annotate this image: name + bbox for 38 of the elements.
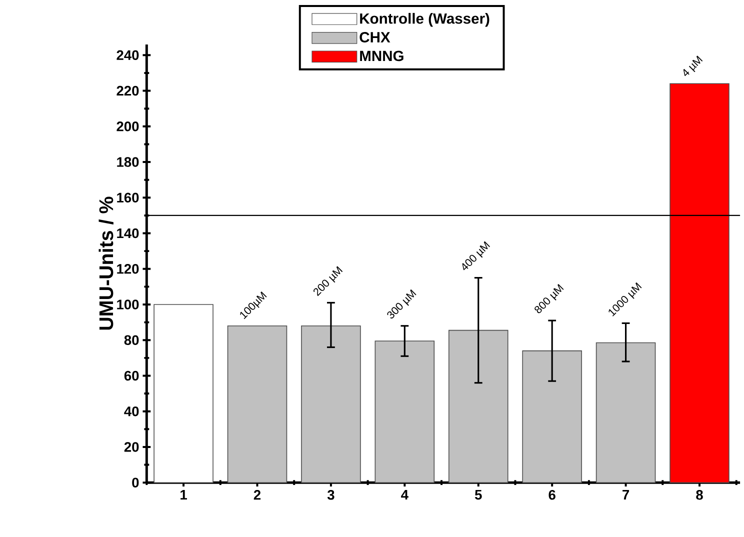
y-tick-label: 120 [117, 264, 139, 274]
x-tick-label: 4 [401, 490, 408, 500]
y-tick-label: 80 [124, 335, 139, 346]
legend-label: Kontrolle (Wasser) [360, 12, 490, 27]
bar [227, 325, 288, 483]
bar [301, 325, 361, 483]
x-tick-label: 3 [327, 490, 334, 500]
y-tick-label: 160 [117, 192, 139, 203]
annotation: 300 µM [387, 289, 416, 319]
x-tick-label: 6 [548, 490, 556, 500]
y-tick-label: 60 [124, 370, 139, 381]
annotation: 400 µM [462, 241, 490, 270]
y-tick-label: 140 [117, 228, 139, 238]
y-tick-label: 100 [117, 300, 139, 310]
y-tick-label: 240 [116, 50, 139, 60]
x-tick-label: 5 [474, 490, 482, 500]
bar [596, 342, 656, 483]
annotation: 4 µM [683, 56, 703, 76]
bar [448, 330, 508, 483]
x-tick-label: 2 [254, 490, 261, 500]
bar [522, 350, 582, 483]
x-tick-label: 7 [622, 490, 630, 500]
x-tick-label: 1 [180, 490, 187, 500]
bar [154, 304, 214, 483]
annotation: 800 µM [534, 284, 564, 314]
y-tick-label: 20 [124, 442, 139, 452]
y-tick-label: 180 [117, 157, 139, 167]
legend-label: MNNG [360, 50, 404, 62]
bar [374, 340, 435, 483]
y-axis-title: UMU-Units / % [98, 196, 114, 330]
y-tick-label: 0 [132, 478, 139, 488]
y-tick-label: 220 [116, 86, 139, 96]
y-tick-label: 200 [116, 122, 139, 132]
bar [670, 83, 730, 483]
y-tick-label: 40 [124, 406, 139, 416]
x-tick-label: 8 [696, 490, 703, 500]
annotation: 200 µM [314, 266, 343, 296]
legend-label: CHX [360, 32, 390, 42]
